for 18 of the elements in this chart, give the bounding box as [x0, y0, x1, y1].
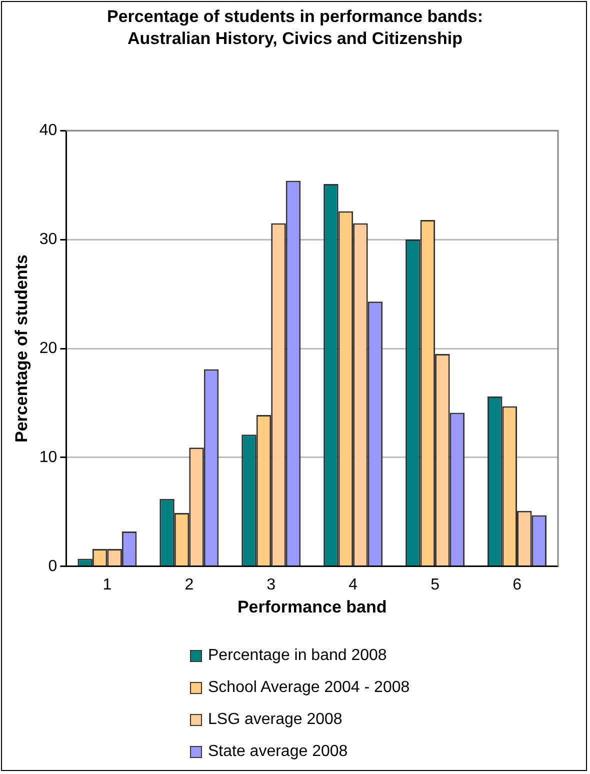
x-tick-label: 3: [266, 576, 276, 594]
x-axis-title: Performance band: [237, 597, 387, 616]
legend-label: State average 2008: [208, 743, 348, 761]
y-axis-title: Percentage of students: [12, 254, 31, 442]
y-tick-label: 40: [39, 122, 58, 140]
y-tick-label: 30: [39, 230, 58, 248]
x-tick-label: 6: [512, 576, 522, 594]
legend-label: LSG average 2008: [208, 711, 342, 729]
y-tick-label: 20: [39, 340, 58, 357]
y-tick-label: 0: [48, 558, 58, 575]
y-tick-label: 10: [39, 448, 58, 466]
x-tick-label: 2: [184, 576, 194, 594]
legend-label: Percentage in band 2008: [208, 647, 387, 665]
chart-title: Percentage of students in performance bands: Australian History, Civics and Citizenship: [106, 6, 484, 50]
x-tick-label: 5: [430, 576, 440, 594]
x-tick-label: 4: [348, 576, 358, 594]
x-tick-label: 1: [102, 576, 112, 594]
legend-label: School Average 2004 - 2008: [208, 679, 410, 697]
